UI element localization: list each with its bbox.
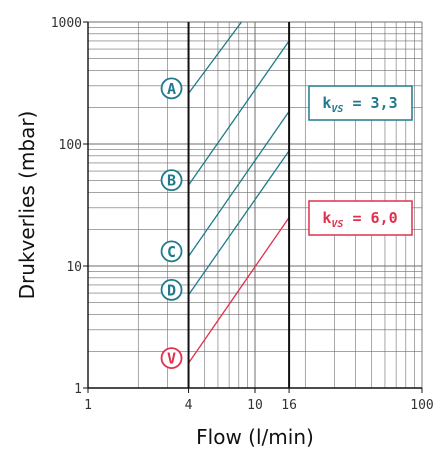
series-line-c	[188, 111, 290, 257]
y-tick-label: 1	[74, 382, 82, 397]
x-tick-label: 10	[247, 398, 263, 413]
x-tick-label: 100	[410, 398, 433, 413]
x-axis-title: Flow (l/min)	[196, 425, 314, 449]
x-tick-label: 1	[84, 398, 92, 413]
legend: kVS = 3,3 kVS = 6,0	[308, 85, 413, 236]
series-badge-a	[160, 77, 183, 100]
legend-box	[308, 200, 413, 236]
legend-box	[308, 85, 413, 121]
series-line-b	[188, 40, 290, 186]
series-badge-label: B	[167, 172, 176, 190]
series-lines	[188, 21, 290, 364]
legend-label: kVS = 3,3	[322, 94, 397, 115]
series-badge-label: A	[167, 80, 176, 98]
series-badge-v	[160, 347, 183, 369]
series-line-d	[188, 150, 290, 296]
series-line-v	[188, 217, 290, 364]
legend-label: kVS = 6,0	[322, 209, 397, 230]
series-badge-label: C	[167, 243, 176, 261]
series-badges: A B C D V	[160, 77, 183, 369]
axes: 1 4 10 16 100 1 10 100 1000	[51, 16, 434, 413]
y-tick-label: 10	[66, 260, 82, 275]
series-badge-b	[160, 169, 183, 192]
series-badge-d	[160, 278, 183, 301]
series-badge-c	[160, 240, 183, 263]
series-badge-label: D	[167, 281, 176, 299]
y-tick-label: 100	[59, 138, 82, 153]
y-axis-title: Drukverlies (mbar)	[15, 111, 39, 300]
x-tick-label: 16	[281, 398, 297, 413]
series-badge-label: V	[167, 350, 176, 368]
x-tick-label: 4	[185, 398, 193, 413]
series-line-a	[188, 21, 243, 94]
y-tick-label: 1000	[51, 16, 82, 31]
